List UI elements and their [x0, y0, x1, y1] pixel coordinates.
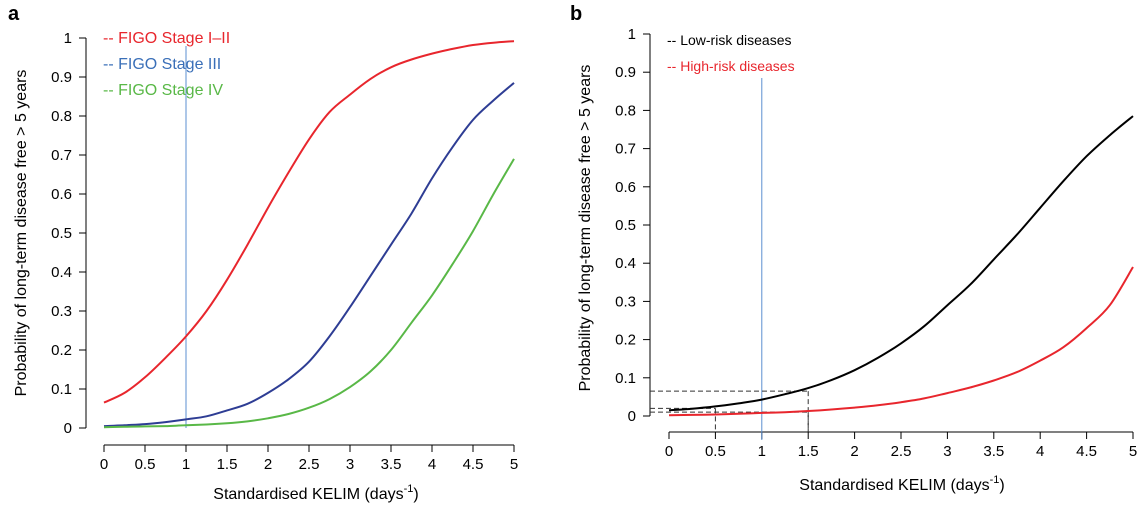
y-tick-label-b: 0.7 — [615, 141, 636, 158]
y-tick-label-a: 0.6 — [51, 186, 72, 203]
y-tick-label-a: 0.3 — [51, 303, 72, 320]
x-tick-label-b: 4 — [1036, 443, 1044, 460]
y-tick-label-a: 0.9 — [51, 69, 72, 86]
x-tick-label-a: 2.5 — [299, 456, 320, 473]
x-tick-label-b: 2 — [850, 443, 858, 460]
series-line-b-0 — [668, 115, 1134, 412]
x-tick-label-b: 4.5 — [1076, 443, 1097, 460]
x-tick-label-b: 5 — [1129, 443, 1137, 460]
x-axis-label-a: Standardised KELIM (days-1) — [213, 483, 418, 503]
y-tick-label-b: 0.5 — [615, 217, 636, 234]
y-tick-label-b: 0.3 — [615, 293, 636, 310]
series-line-a-0 — [103, 40, 515, 404]
legend-entry-a-0: -- FIGO Stage I–II — [103, 30, 230, 47]
x-tick-label-a: 1.5 — [217, 456, 238, 473]
y-tick-label-b: 0.9 — [615, 64, 636, 81]
x-tick-label-a: 3.5 — [381, 456, 402, 473]
x-tick-label-b: 1.5 — [798, 443, 819, 460]
y-tick-label-a: 0.4 — [51, 264, 72, 281]
y-tick-label-b: 0.2 — [615, 332, 636, 349]
y-tick-label-b: 0 — [628, 408, 636, 425]
y-tick-label-b: 1 — [628, 26, 636, 43]
y-tick-label-a: 1 — [64, 30, 72, 47]
series-line-a-1 — [103, 82, 515, 428]
x-tick-label-b: 0.5 — [705, 443, 726, 460]
x-tick-label-b: 3.5 — [983, 443, 1004, 460]
y-tick-label-a: 0 — [64, 420, 72, 437]
x-tick-label-a: 4.5 — [463, 456, 484, 473]
x-tick-label-a: 1 — [182, 456, 190, 473]
x-tick-label-a: 0 — [100, 456, 108, 473]
y-tick-label-b: 0.8 — [615, 102, 636, 119]
legend-entry-a-1: -- FIGO Stage III — [103, 56, 221, 73]
x-tick-label-a: 5 — [510, 456, 518, 473]
y-tick-label-a: 0.2 — [51, 342, 72, 359]
y-tick-label-a: 0.7 — [51, 147, 72, 164]
x-tick-label-a: 3 — [346, 456, 354, 473]
y-tick-label-a: 0.1 — [51, 381, 72, 398]
y-tick-label-b: 0.4 — [615, 255, 636, 272]
panel-letter-a: a — [8, 3, 20, 25]
x-tick-label-b: 3 — [943, 443, 951, 460]
x-tick-label-a: 2 — [264, 456, 272, 473]
x-axis-label-b: Standardised KELIM (days-1) — [799, 474, 1004, 494]
y-tick-label-b: 0.6 — [615, 179, 636, 196]
series-line-b-1 — [668, 266, 1134, 417]
y-axis-label-a: Probability of long-term disease free > … — [13, 70, 30, 397]
series-line-a-2 — [103, 158, 515, 429]
y-tick-label-a: 0.8 — [51, 108, 72, 125]
x-tick-label-b: 1 — [758, 443, 766, 460]
y-axis-label-b: Probability of long-term disease free > … — [577, 65, 594, 392]
x-tick-label-b: 2.5 — [891, 443, 912, 460]
legend-entry-a-2: -- FIGO Stage IV — [103, 82, 223, 99]
y-tick-label-a: 0.5 — [51, 225, 72, 242]
panel-b: b 0 0.5 1 1.5 2 2.5 3 3.5 4 4.5 5 0 0.1 0.2 0.3 0.4 0.5 0… — [570, 3, 1137, 494]
x-tick-label-b: 0 — [665, 443, 673, 460]
legend-entry-b-0: -- Low-risk diseases — [667, 32, 791, 48]
panel-letter-b: b — [570, 3, 582, 25]
y-tick-label-b: 0.1 — [615, 370, 636, 387]
x-tick-label-a: 4 — [428, 456, 436, 473]
panel-a: a 0 0.5 1 1.5 2 2.5 3 3.5 4 4.5 5 0 0.1 0.2 0.3 0.4 0.5 0… — [8, 3, 518, 503]
x-tick-label-a: 0.5 — [135, 456, 156, 473]
legend-entry-b-1: -- High-risk diseases — [667, 58, 795, 74]
